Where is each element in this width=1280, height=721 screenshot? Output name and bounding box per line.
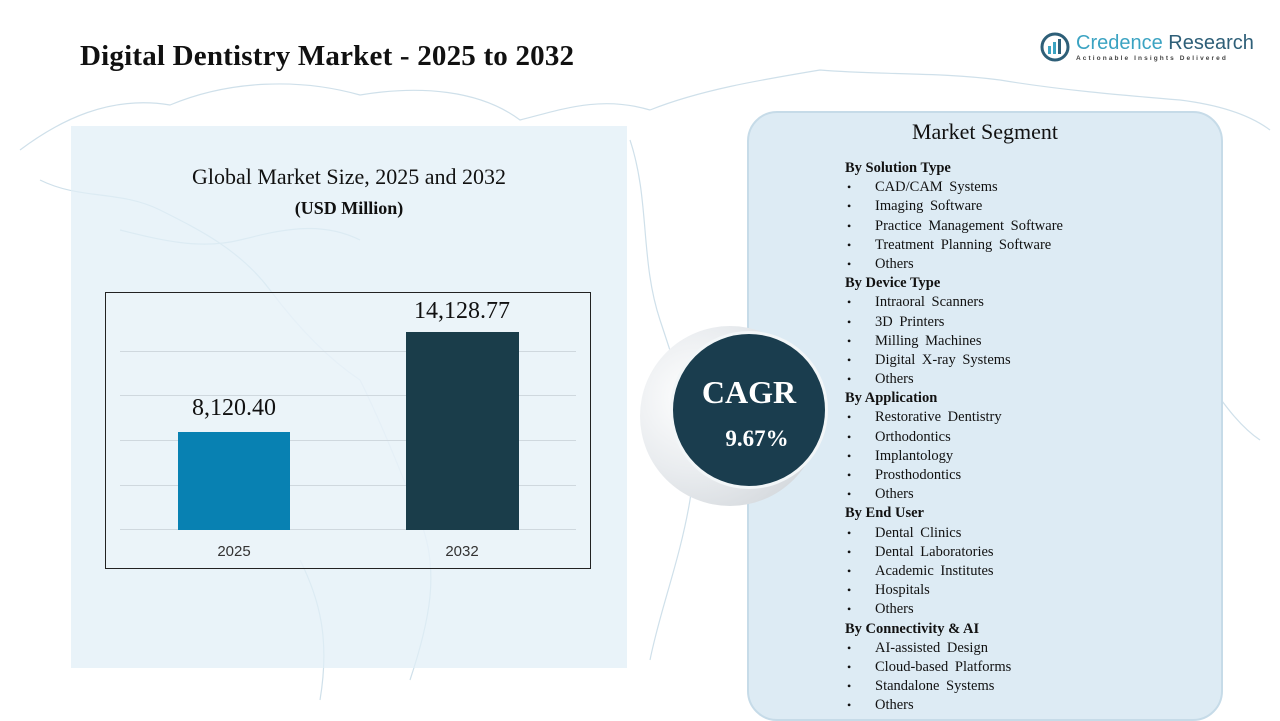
segment-item: Digital X-ray Systems (845, 351, 1063, 370)
logo-name-part2: Research (1162, 32, 1254, 54)
segment-item: Others (845, 370, 1063, 389)
segment-list: By Solution Type CAD/CAM Systems Imaging… (845, 159, 1063, 716)
gridline (120, 485, 576, 486)
brand-logo: Credence Research Actionable Insights De… (1040, 32, 1254, 62)
logo-name-part1: Credence (1076, 32, 1163, 54)
x-label-2032: 2032 (445, 543, 479, 560)
segment-heading: By Solution Type (845, 160, 951, 176)
bar-2032 (406, 332, 519, 530)
bar-2025 (178, 432, 290, 530)
page-title: Digital Dentistry Market - 2025 to 2032 (80, 40, 575, 72)
segment-item: Orthodontics (845, 428, 1063, 447)
segment-item: 3D Printers (845, 313, 1063, 332)
gridline (120, 529, 576, 530)
bar-value-2025: 8,120.40 (192, 395, 276, 421)
segment-item: Others (845, 600, 1063, 619)
segment-item: Practice Management Software (845, 217, 1063, 236)
gridline (120, 395, 576, 396)
segment-item: Milling Machines (845, 332, 1063, 351)
segment-item: Treatment Planning Software (845, 236, 1063, 255)
cagr-label: CAGR (701, 374, 797, 410)
chart-title: Global Market Size, 2025 and 2032 (191, 164, 507, 189)
segment-heading: By End User (845, 505, 924, 522)
segment-item: Academic Institutes (845, 562, 1063, 581)
cagr-badge: CAGR 9.67% (670, 331, 828, 489)
segment-item: Implantology (845, 447, 1063, 466)
gridline (120, 440, 576, 441)
logo-chart-icon (1040, 32, 1070, 62)
bar-chart: 8,120.40 2025 14,128.77 2032 (105, 292, 591, 569)
segment-item: Others (845, 255, 1063, 274)
bar-value-2032: 14,128.77 (414, 298, 510, 324)
chart-subtitle: (USD Million) (294, 198, 404, 218)
segment-item: Cloud-based Platforms (845, 658, 1063, 677)
segment-item: Imaging Software (845, 197, 1063, 216)
gridline (120, 351, 576, 352)
segment-item: Dental Clinics (845, 524, 1063, 543)
segment-item: Restorative Dentistry (845, 408, 1063, 427)
x-label-2025: 2025 (217, 543, 251, 560)
segment-item: Intraoral Scanners (845, 293, 1063, 312)
cagr-value: 9.67% (725, 426, 789, 451)
segment-item: Dental Laboratories (845, 543, 1063, 562)
segment-heading: By Connectivity & AI (845, 620, 980, 637)
segment-item: Others (845, 485, 1063, 504)
segment-heading: By Application (845, 390, 938, 407)
segment-item: Standalone Systems (845, 677, 1063, 696)
segment-item: Others (845, 696, 1063, 715)
segment-heading: By Device Type (845, 275, 941, 292)
segment-item: Hospitals (845, 581, 1063, 600)
market-segment-title: Market Segment (911, 119, 1059, 144)
segment-item: CAD/CAM Systems (845, 178, 1063, 197)
logo-tagline: Actionable Insights Delivered (1076, 55, 1228, 62)
segment-item: Prosthodontics (845, 466, 1063, 485)
segment-item: AI-assisted Design (845, 639, 1063, 658)
